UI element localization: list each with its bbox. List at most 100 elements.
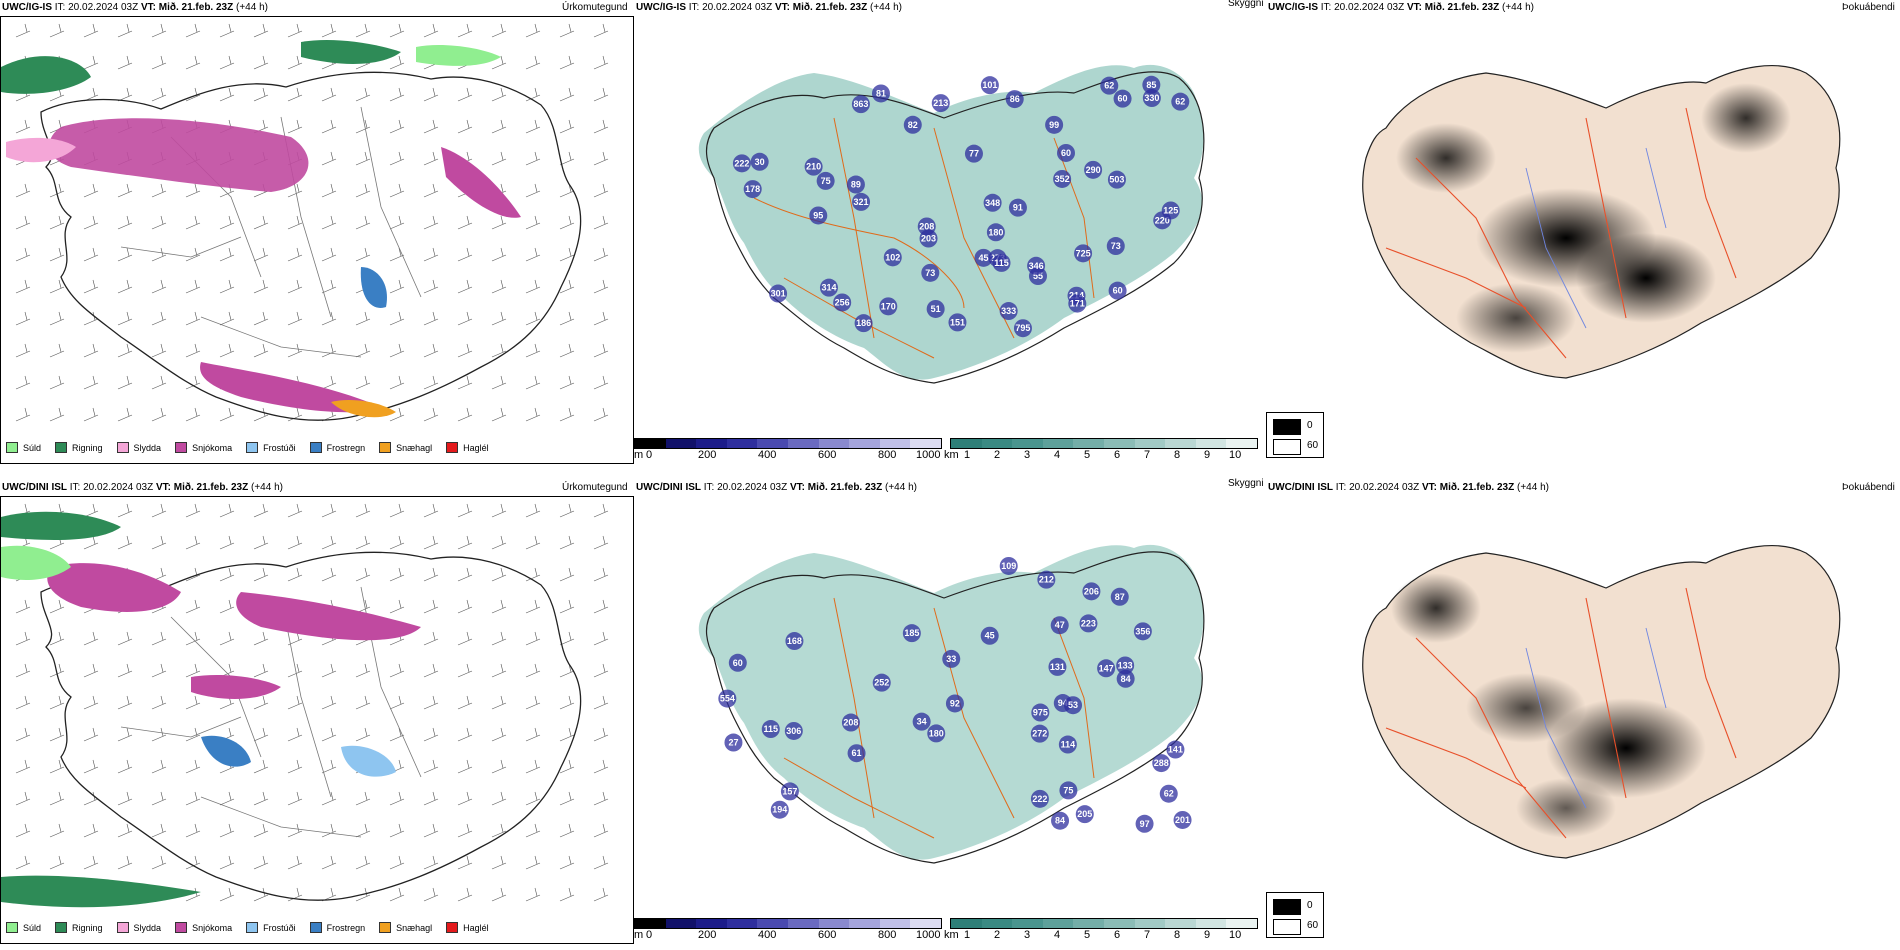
wind-barb <box>423 567 439 582</box>
wind-barb <box>355 855 371 870</box>
fog-legend-label: 60 <box>1307 440 1319 451</box>
cloud-base-value: 222 <box>1032 794 1047 804</box>
drizzle-area <box>416 45 501 66</box>
tick-label: 1 <box>964 929 971 941</box>
wind-barb <box>219 631 235 646</box>
fog-legend-light-swatch <box>1273 919 1301 935</box>
wind-barb <box>253 343 269 358</box>
wind-barb <box>219 279 235 294</box>
rain-swatch <box>55 922 68 933</box>
wind-barb <box>593 183 609 198</box>
model-name: UWC/DINI ISL <box>2 482 67 493</box>
wind-barb <box>423 279 439 294</box>
wind-barb <box>253 631 269 646</box>
wind-barb <box>49 23 65 38</box>
wind-barb <box>355 215 371 230</box>
wind-barb <box>117 23 133 38</box>
vt-label: VT: <box>155 482 171 493</box>
tick-label: 200 <box>698 449 717 461</box>
wind-barb <box>355 247 371 262</box>
wind-barb <box>559 759 575 774</box>
cloud-base-cell <box>833 293 852 312</box>
wind-barb <box>559 727 575 742</box>
wind-barb <box>423 23 439 38</box>
wind-barb <box>457 855 473 870</box>
wind-barb <box>423 823 439 838</box>
wind-barb <box>491 631 507 646</box>
cloud-base-value: 203 <box>921 233 936 243</box>
wind-barb <box>287 759 303 774</box>
wind-barb <box>559 631 575 646</box>
rivers <box>1525 627 1667 809</box>
legend-item: Súld <box>6 922 41 933</box>
wind-barb <box>593 759 609 774</box>
fog-legend-label: 0 <box>1307 900 1313 911</box>
wind-barb <box>491 279 507 294</box>
cloud-base-cell <box>992 253 1011 272</box>
cloud-base-value: 863 <box>853 99 868 109</box>
wind-barb <box>559 887 575 902</box>
wind-barb <box>15 23 31 38</box>
cloud-base-cell <box>743 180 762 199</box>
lead-time: (+44 h) <box>885 482 917 493</box>
wind-barb <box>423 343 439 358</box>
wind-barb <box>491 759 507 774</box>
cloud-base-value: 290 <box>1086 165 1101 175</box>
wind-barb <box>593 407 609 422</box>
cloud-base-value: 208 <box>919 221 934 231</box>
wind-barb <box>423 727 439 742</box>
wind-barb <box>525 567 541 582</box>
wind-barb <box>253 87 269 102</box>
cloud-base-value: 208 <box>843 718 858 728</box>
wind-barb <box>355 183 371 198</box>
precip-type-panel-bottom: UWC/DINI ISL IT: 20.02.2024 03Z VT: Mið.… <box>0 480 640 950</box>
cloud-base-value: 53 <box>1068 700 1078 710</box>
rain-area <box>1 56 91 94</box>
init-time: 20.02.2024 03Z <box>83 482 154 493</box>
cloud-base-value: 133 <box>1118 660 1133 670</box>
cloud-base-value: 272 <box>1032 729 1047 739</box>
wind-barb <box>117 631 133 646</box>
tick-label: 0 <box>646 449 653 461</box>
wind-barb <box>355 791 371 806</box>
cloud-base-cell <box>819 278 838 297</box>
wind-barb <box>355 567 371 582</box>
cloud-base-cell <box>718 689 737 708</box>
wind-barb <box>457 695 473 710</box>
wind-barb <box>15 695 31 710</box>
wind-barb <box>287 695 303 710</box>
panel-title: Þokuábendi <box>1842 2 1895 13</box>
wind-barb <box>49 759 65 774</box>
wind-barb <box>559 535 575 550</box>
cloud-base-cell <box>964 144 983 163</box>
wind-barb <box>117 407 133 422</box>
wind-barb <box>253 567 269 582</box>
cloud-base-value: 194 <box>772 805 787 815</box>
cloud-base-value: 213 <box>933 98 948 108</box>
wind-barb <box>15 663 31 678</box>
cloud-base-value: 795 <box>1015 323 1030 333</box>
wind-barb <box>355 503 371 518</box>
drizzle-area <box>1 545 71 580</box>
wind-barb <box>389 343 405 358</box>
cloud-base-value: 60 <box>1113 286 1123 296</box>
cloud-base-value: 84 <box>1121 674 1131 684</box>
cloud-base-cell <box>1173 810 1192 829</box>
cloud-base-cell <box>1053 169 1072 188</box>
cloud-base-value: 223 <box>1081 618 1096 628</box>
tick-label: 5 <box>1084 929 1091 941</box>
wind-barb <box>185 663 201 678</box>
cloud-base-value: 85 <box>1146 80 1156 90</box>
wind-barb <box>593 887 609 902</box>
wind-barb <box>593 87 609 102</box>
legend-item: Slydda <box>116 922 161 933</box>
cloud-base-value: 94 <box>1058 698 1068 708</box>
wind-barb <box>423 311 439 326</box>
cloud-base-cell <box>780 782 799 801</box>
cloud-base-value: 115 <box>994 258 1009 268</box>
drizzle-swatch <box>6 922 18 933</box>
wind-barb <box>389 823 405 838</box>
wind-barb <box>253 215 269 230</box>
wind-barb <box>525 663 541 678</box>
wind-barb <box>559 23 575 38</box>
